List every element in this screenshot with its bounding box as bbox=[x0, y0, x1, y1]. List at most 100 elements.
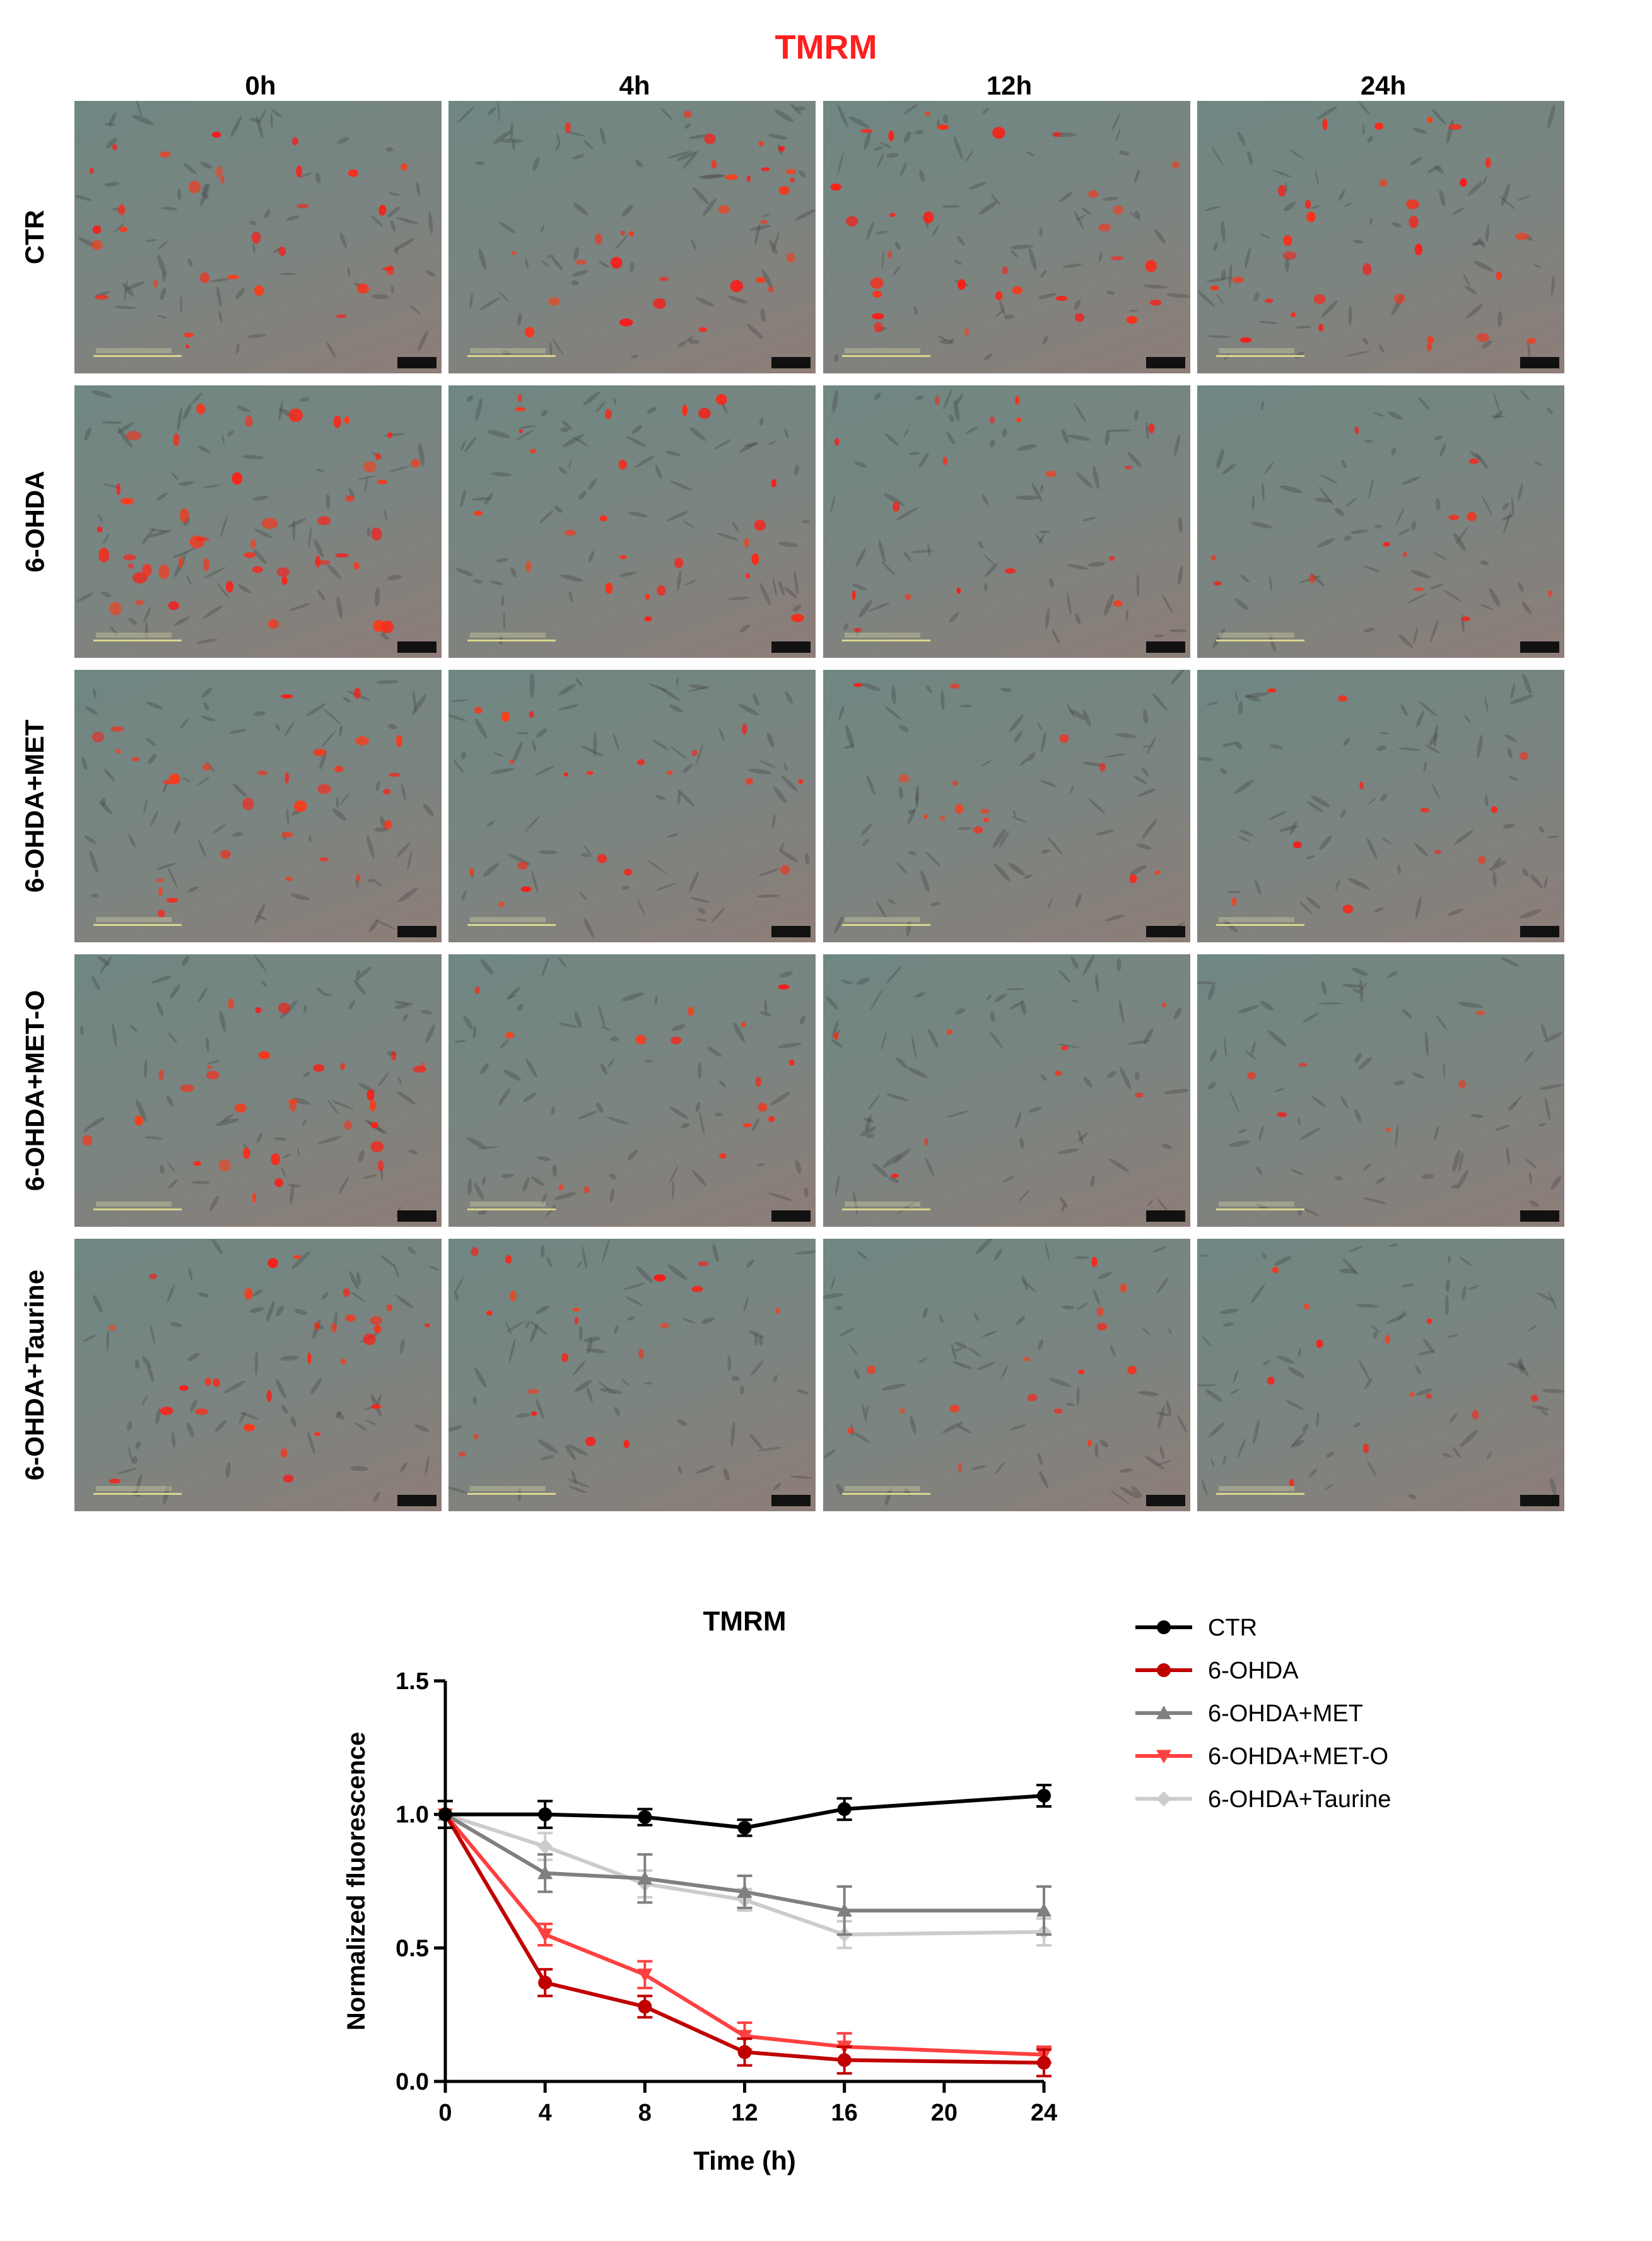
scale-bar-caption bbox=[845, 348, 920, 353]
legend-marker bbox=[1157, 1620, 1171, 1634]
chart-title: TMRM bbox=[703, 1606, 787, 1637]
scale-bar-caption bbox=[96, 1486, 172, 1491]
scale-bar-caption bbox=[470, 633, 546, 638]
legend-item-6-ohda-met: 6-OHDA+MET bbox=[1135, 1700, 1363, 1727]
scale-bar-caption bbox=[1219, 917, 1294, 922]
x-tick-label: 24 bbox=[1031, 2100, 1057, 2126]
timestamp-box bbox=[397, 641, 436, 653]
legend-label: 6-OHDA bbox=[1208, 1658, 1299, 1684]
scale-bar bbox=[93, 1208, 182, 1210]
timestamp-box bbox=[397, 1495, 436, 1506]
x-tick-label: 4 bbox=[539, 2100, 552, 2126]
timestamp-box bbox=[1146, 1210, 1185, 1222]
micrograph-6-ohda-12h bbox=[823, 385, 1190, 658]
legend-label: 6-OHDA+MET bbox=[1208, 1700, 1363, 1727]
scale-bar-caption bbox=[1219, 348, 1294, 353]
row-label-6-ohda-taurine: 6-OHDA+Taurine bbox=[0, 1239, 69, 1511]
series-line-ctr bbox=[445, 1794, 1045, 1830]
micrograph-6-ohda-met-o-4h bbox=[448, 954, 816, 1227]
y-tick-label: 0.5 bbox=[395, 1935, 429, 1962]
legend-item-ctr: CTR bbox=[1135, 1615, 1257, 1641]
x-tick-label: 20 bbox=[931, 2100, 958, 2126]
row-label-text: 6-OHDA bbox=[20, 471, 50, 573]
scale-bar bbox=[467, 1208, 556, 1210]
scale-bar-caption bbox=[470, 917, 546, 922]
row-label-6-ohda: 6-OHDA bbox=[0, 385, 69, 658]
legend-marker bbox=[1156, 1791, 1171, 1806]
micrograph-ctr-4h bbox=[448, 101, 816, 373]
data-point-6-ohda-met-o bbox=[637, 1969, 653, 1982]
scale-bar bbox=[467, 355, 556, 357]
series-line-6-ohda-met bbox=[444, 1813, 1044, 1913]
scale-bar bbox=[1216, 355, 1304, 357]
row-label-6-ohda-met: 6-OHDA+MET bbox=[0, 670, 69, 942]
timestamp-box bbox=[1146, 1495, 1185, 1506]
micrograph-ctr-24h bbox=[1197, 101, 1564, 373]
micrograph-ctr-0h bbox=[74, 101, 442, 373]
timestamp-box bbox=[397, 926, 436, 937]
series-line-6-ohda-met-o bbox=[443, 1813, 1045, 2057]
timestamp-box bbox=[1520, 1210, 1559, 1222]
scale-bar-caption bbox=[470, 348, 546, 353]
column-header-0h: 0h bbox=[245, 71, 276, 100]
column-header-12h: 12h bbox=[986, 71, 1033, 100]
scale-bar bbox=[842, 1493, 930, 1495]
scale-bar-caption bbox=[470, 1202, 546, 1207]
scale-bar bbox=[842, 924, 930, 926]
micrograph-6-ohda-taurine-4h bbox=[448, 1239, 816, 1511]
scale-bar-caption bbox=[845, 917, 920, 922]
row-label-text: 6-OHDA+MET bbox=[20, 719, 50, 893]
series-line-6-ohda bbox=[443, 1813, 1045, 2065]
timestamp-box bbox=[397, 357, 436, 368]
timestamp-box bbox=[1520, 641, 1559, 653]
data-point-ctr bbox=[538, 1807, 553, 1822]
timestamp-box bbox=[771, 1495, 811, 1506]
legend-marker bbox=[1157, 1663, 1171, 1677]
data-point-ctr bbox=[438, 1807, 452, 1822]
data-point-6-ohda bbox=[737, 2045, 752, 2059]
timestamp-box bbox=[1146, 641, 1185, 653]
row-label-text: 6-OHDA+MET-O bbox=[20, 990, 49, 1191]
x-tick-label: 16 bbox=[831, 2100, 858, 2126]
legend-label: CTR bbox=[1208, 1615, 1257, 1641]
scale-bar bbox=[1216, 1493, 1304, 1495]
x-axis-label: Time (h) bbox=[693, 2146, 796, 2175]
scale-bar bbox=[1216, 924, 1304, 926]
timestamp-box bbox=[771, 926, 811, 937]
scale-bar bbox=[467, 640, 556, 641]
scale-bar-caption bbox=[845, 633, 920, 638]
legend-label: 6-OHDA+Taurine bbox=[1208, 1786, 1391, 1813]
data-point-6-ohda-met bbox=[637, 1871, 653, 1885]
micrograph-6-ohda-4h bbox=[448, 385, 816, 658]
scale-bar bbox=[467, 1493, 556, 1495]
micrograph-6-ohda-met-24h bbox=[1197, 670, 1564, 942]
scale-bar-caption bbox=[470, 1486, 546, 1491]
scale-bar-caption bbox=[96, 348, 172, 353]
data-point-6-ohda-met bbox=[1036, 1903, 1052, 1917]
micrograph-ctr-12h bbox=[823, 101, 1190, 373]
data-point-6-ohda-met-o bbox=[537, 1928, 553, 1943]
scale-bar bbox=[93, 1493, 182, 1495]
timestamp-box bbox=[1520, 357, 1559, 368]
data-point-6-ohda-met bbox=[836, 1903, 852, 1917]
scale-bar bbox=[842, 640, 930, 641]
legend-marker bbox=[1156, 1706, 1171, 1719]
timestamp-box bbox=[1520, 1495, 1559, 1506]
micrograph-6-ohda-0h bbox=[74, 385, 442, 658]
data-point-6-ohda bbox=[837, 2053, 852, 2068]
legend-item-6-ohda-met-o: 6-OHDA+MET-O bbox=[1135, 1743, 1388, 1770]
scale-bar-caption bbox=[1219, 1486, 1294, 1491]
x-tick-label: 0 bbox=[438, 2100, 452, 2126]
timestamp-box bbox=[397, 1210, 436, 1222]
scale-bar-caption bbox=[96, 633, 172, 638]
micrograph-6-ohda-met-o-0h bbox=[74, 954, 442, 1227]
x-tick-label: 12 bbox=[731, 2100, 758, 2126]
scale-bar-caption bbox=[96, 917, 172, 922]
data-point-ctr bbox=[837, 1802, 852, 1817]
column-header-24h: 24h bbox=[1360, 71, 1407, 100]
micrograph-6-ohda-met-12h bbox=[823, 670, 1190, 942]
data-point-ctr bbox=[638, 1810, 652, 1824]
micrograph-6-ohda-taurine-0h bbox=[74, 1239, 442, 1511]
column-header-4h: 4h bbox=[619, 71, 650, 100]
scale-bar bbox=[467, 924, 556, 926]
